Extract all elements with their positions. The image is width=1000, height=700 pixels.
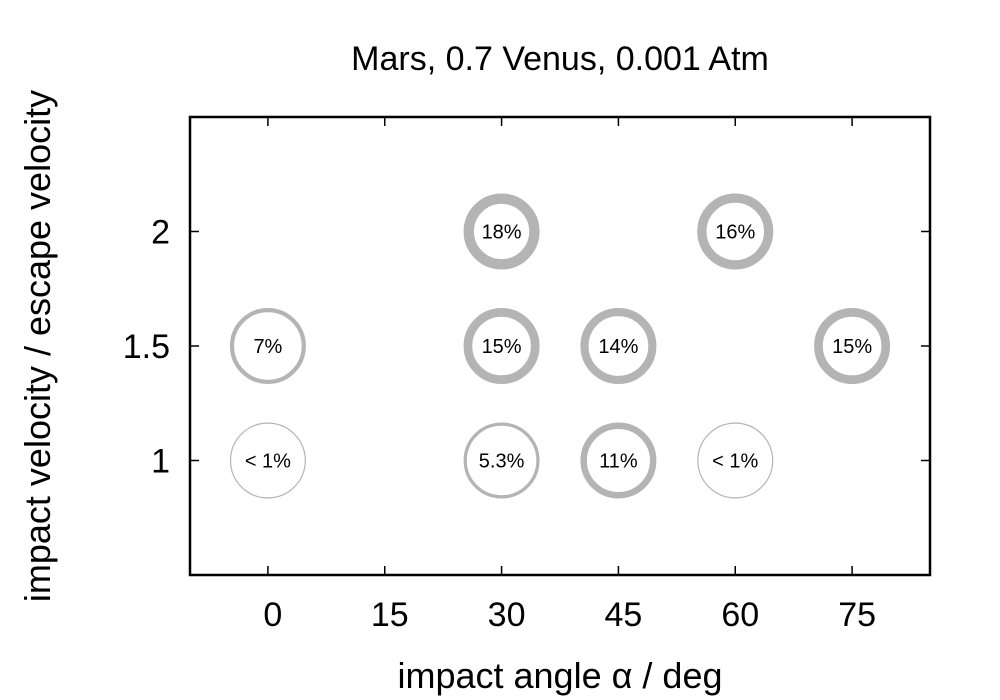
data-point-marker [229,307,306,384]
data-point-marker [697,422,774,499]
data-point-marker [580,308,657,385]
data-point-marker [463,308,540,385]
data-point-label: 7% [253,336,282,358]
data-point-marker [229,422,306,499]
x-tick-label: 75 [838,596,876,634]
data-points: 18% 16% 7% 15% 14% 15% < 1% 5.3% 11% < 1% [229,193,891,499]
x-tick-label: 30 [488,596,526,634]
data-point-label: < 1% [245,451,291,473]
y-axis-label: impact velocity / escape velocity [17,90,58,602]
data-point-label: 15% [832,336,872,358]
data-point-marker [463,193,540,270]
data-point-label: 11% [599,451,638,473]
data-point-label: 18% [482,222,522,244]
x-tick-label: 15 [371,596,409,634]
x-tick-label: 0 [263,596,282,634]
data-point-marker [814,308,891,385]
data-point-marker [463,422,540,499]
y-axis: 11.52 [123,214,930,481]
data-point-marker [580,422,657,499]
x-tick-label: 45 [605,596,643,634]
data-point-marker [697,193,774,270]
data-point-label: 5.3% [479,451,525,473]
data-point-label: 16% [715,222,755,244]
data-point-label: 15% [482,336,522,358]
data-point-label: 14% [598,336,638,358]
x-axis-label: impact angle α / deg [397,655,722,696]
y-tick-label: 2 [151,214,170,252]
x-tick-label: 60 [721,596,759,634]
chart-title: Mars, 0.7 Venus, 0.001 Atm [351,40,769,78]
data-point-label: < 1% [712,451,758,473]
y-tick-label: 1 [151,443,170,481]
y-tick-label: 1.5 [123,328,170,366]
x-axis: 0 15 30 45 60 75 [263,117,876,634]
